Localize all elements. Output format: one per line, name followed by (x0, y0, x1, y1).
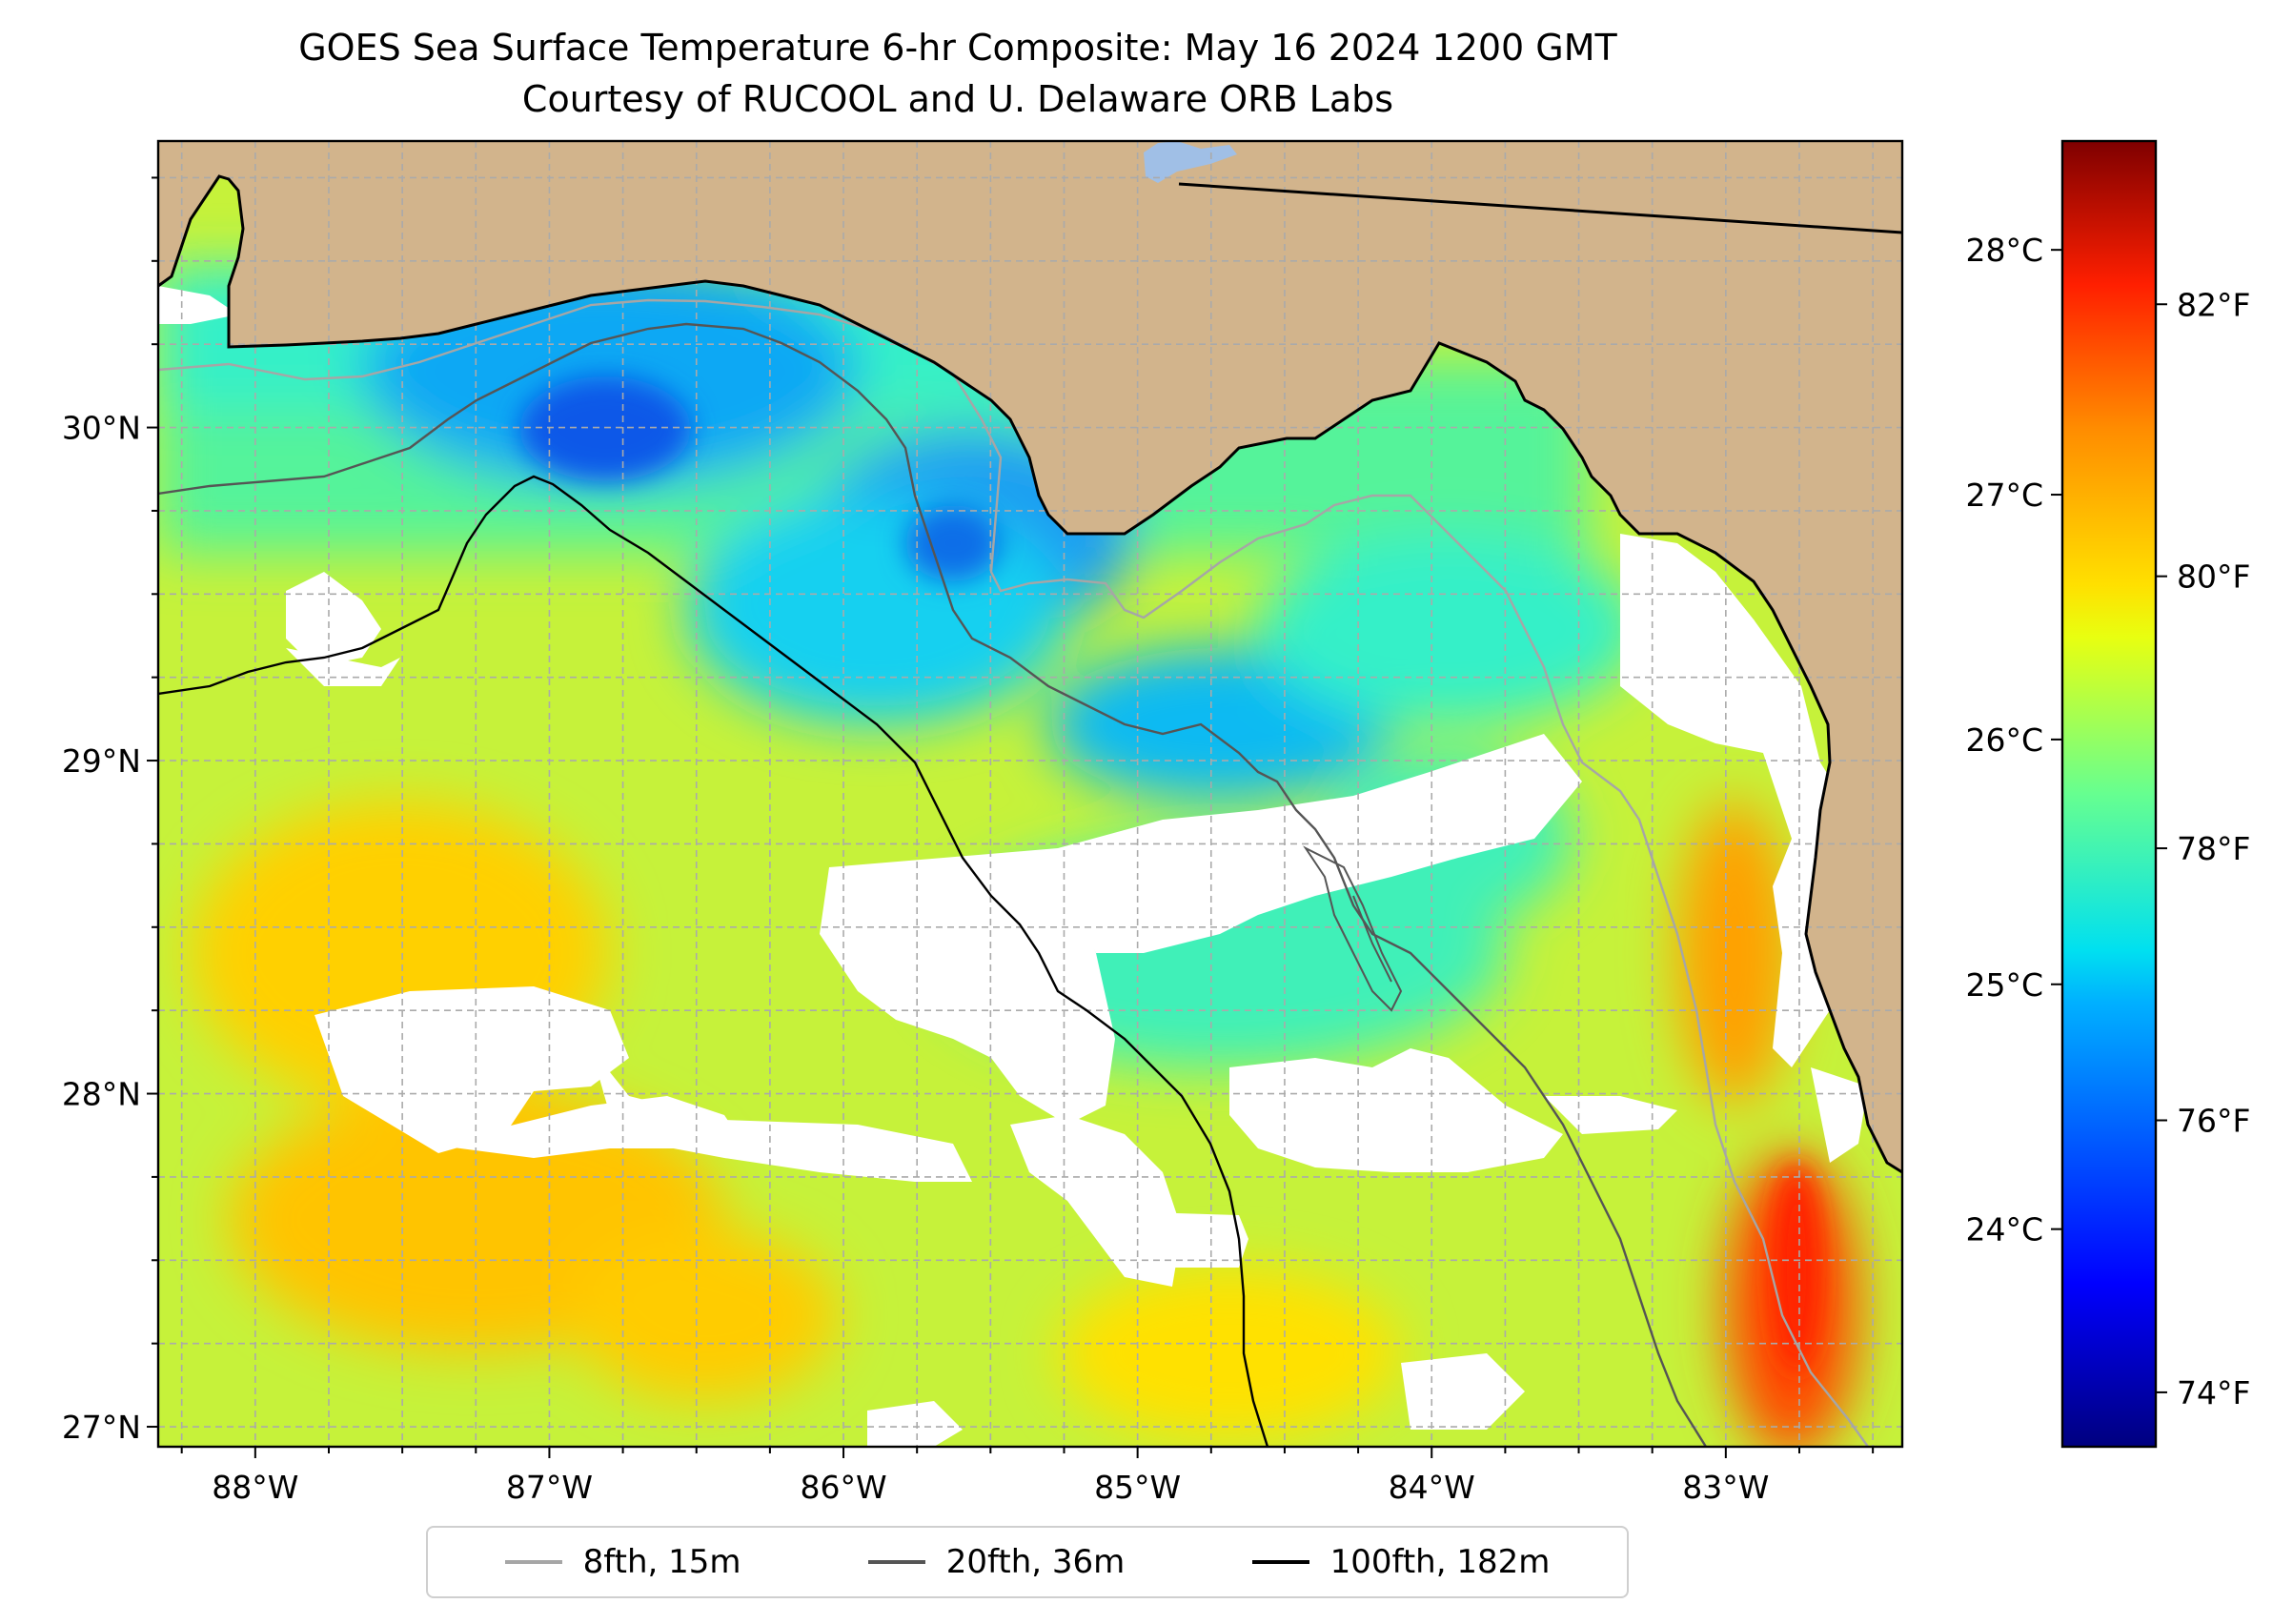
colorbar-c-label: 26°C (1965, 721, 2043, 759)
isobath-20fth-inlet (1303, 845, 1403, 1012)
coastline (158, 174, 1902, 1174)
lon-tick-label: 88°W (212, 1469, 298, 1506)
legend: 8fth, 15m 20fth, 36m 100fth, 182m (426, 1526, 1629, 1598)
chart-title: GOES Sea Surface Temperature 6-hr Compos… (298, 27, 1617, 69)
colorbar-f-label: 80°F (2177, 558, 2250, 596)
lon-tick-label: 86°W (800, 1469, 886, 1506)
legend-swatch-8fth (504, 1560, 562, 1564)
legend-item-100fth: 100fth, 182m (1251, 1543, 1551, 1581)
isobath-8fth (158, 298, 1869, 1447)
colorbar: 74°F 76°F 78°F 80°F 82°F 24°C 25°C 26°C 27°C 28°… (1965, 139, 2250, 1449)
colorbar-c-label: 25°C (1965, 966, 2043, 1004)
colorbar-c-label: 24°C (1965, 1211, 2043, 1248)
lat-tick-label: 30°N (62, 410, 141, 447)
lon-tick-label: 85°W (1094, 1469, 1181, 1506)
legend-label-100fth: 100fth, 182m (1329, 1543, 1551, 1581)
lat-tick-label: 28°N (62, 1076, 141, 1113)
colorbar-f-label: 78°F (2177, 830, 2250, 867)
lon-tick-label: 83°W (1682, 1469, 1769, 1506)
legend-swatch-20fth (867, 1560, 925, 1564)
colorbar-c-label: 28°C (1965, 232, 2043, 269)
legend-item-20fth: 20fth, 36m (867, 1543, 1126, 1581)
colorbar-gradient (2062, 141, 2156, 1447)
lon-tick-label: 84°W (1389, 1469, 1475, 1506)
isobath-100fth (158, 475, 1269, 1447)
latitude-axis: 30°N 29°N 28°N 27°N (62, 176, 158, 1446)
colorbar-fahrenheit-ticks: 74°F 76°F 78°F 80°F 82°F (2156, 286, 2250, 1411)
longitude-axis: 88°W 87°W 86°W 85°W 84°W 83°W (180, 1447, 1875, 1506)
map-panel (158, 141, 1902, 1447)
colorbar-f-label: 76°F (2177, 1103, 2250, 1140)
colorbar-c-label: 27°C (1965, 477, 2043, 514)
legend-label-8fth: 8fth, 15m (582, 1543, 741, 1581)
chart-subtitle: Courtesy of RUCOOL and U. Delaware ORB L… (521, 78, 1394, 120)
isobath-20fth (158, 322, 1708, 1447)
lat-tick-label: 29°N (62, 742, 141, 780)
isobaths (158, 182, 1902, 1447)
lon-tick-label: 87°W (506, 1469, 593, 1506)
colorbar-f-label: 82°F (2177, 286, 2250, 323)
legend-label-20fth: 20fth, 36m (945, 1543, 1126, 1581)
land (158, 141, 1902, 1172)
legend-swatch-100fth (1251, 1560, 1309, 1564)
state-border (1178, 182, 1902, 234)
colorbar-frame (2060, 139, 2158, 1449)
colorbar-f-label: 74°F (2177, 1374, 2250, 1411)
legend-item-8fth: 8fth, 15m (504, 1543, 741, 1581)
map-frame (156, 139, 1904, 1449)
colorbar-celsius-ticks: 24°C 25°C 26°C 27°C 28°C (1965, 232, 2062, 1248)
inland-lake (1144, 141, 1237, 183)
lat-tick-label: 27°N (62, 1409, 141, 1446)
